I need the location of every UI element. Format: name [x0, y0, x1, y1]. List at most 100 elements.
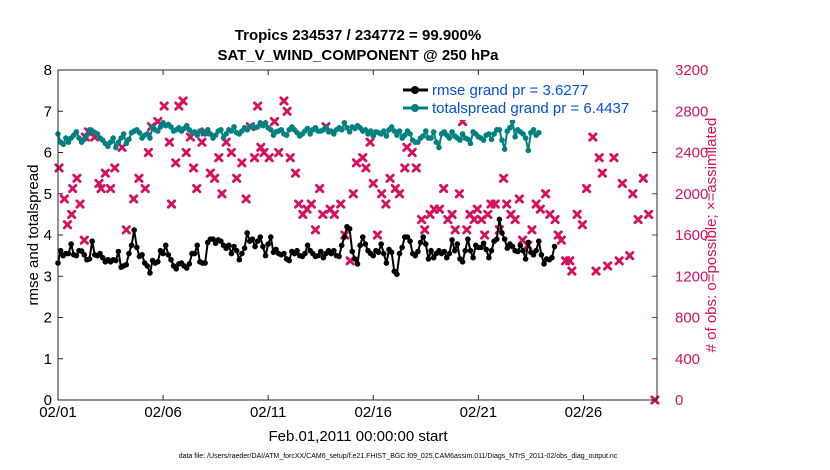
obs-assimilated-marker	[434, 204, 445, 214]
totalspread-point	[204, 127, 211, 133]
rmse-point	[165, 252, 172, 258]
obs-assimilated-marker	[556, 235, 566, 245]
obs-assimilated-marker	[68, 183, 78, 194]
y-left-label: rmse and totalspread	[25, 165, 42, 306]
rmse-point	[404, 234, 411, 240]
obs-assimilated-marker	[628, 189, 638, 199]
rmse-point	[362, 241, 369, 247]
obs-assimilated-marker	[249, 153, 260, 163]
obs-assimilated-marker	[143, 147, 153, 158]
rmse-point	[454, 241, 461, 247]
totalspread-point	[344, 124, 350, 131]
obs-assimilated-marker	[617, 178, 627, 189]
obs-assimilated-marker	[462, 225, 472, 235]
totalspread-point	[459, 131, 466, 137]
totalspread-point	[136, 129, 143, 136]
rmse-point	[467, 247, 474, 254]
y-right-tick-label: 1200	[675, 268, 708, 285]
totalspread-point	[147, 135, 153, 141]
y-left-tick-label: 7	[44, 103, 52, 120]
obs-assimilated-marker	[498, 173, 509, 183]
totalspread-point	[220, 135, 227, 141]
y-right-tick-label: 0	[675, 392, 683, 409]
rmse-point	[341, 234, 348, 240]
obs-assimilated-marker	[134, 173, 144, 183]
obs-assimilated-marker	[306, 199, 316, 209]
totalspread-point	[433, 139, 440, 145]
totalspread-point	[486, 131, 492, 137]
totalspread-point	[331, 131, 337, 137]
x-axis-ticks: 02/01 02/06 02/11 02/16 02/21 02/26	[39, 70, 602, 421]
rmse-point	[428, 247, 434, 254]
rmse-point	[446, 250, 453, 257]
totalspread-point	[268, 127, 274, 133]
y-left-tick-label: 3	[44, 268, 52, 285]
rmse-point	[231, 243, 237, 250]
rmse-point	[415, 248, 421, 255]
obs-assimilated-marker	[643, 209, 654, 219]
obs-assimilated-marker	[450, 225, 460, 235]
totalspread-point	[65, 139, 72, 145]
obs-assimilated-marker	[472, 204, 482, 214]
rmse-point	[465, 236, 471, 242]
totalspread-point	[467, 140, 474, 147]
rmse-point	[514, 248, 521, 255]
rmse-point	[417, 239, 424, 246]
rmse-point	[262, 252, 269, 259]
totalspread-point	[420, 133, 426, 139]
obs-assimilated-marker	[226, 147, 236, 158]
totalspread-point	[112, 144, 119, 151]
legend-rmse-marker	[411, 86, 419, 94]
rmse-point	[115, 248, 122, 255]
rmse-point	[375, 249, 382, 256]
rmse-point	[183, 265, 190, 271]
rmse-point	[210, 236, 216, 242]
rmse-point	[444, 254, 450, 261]
x-tick-label: 02/21	[460, 404, 498, 421]
obs-assimilated-marker	[294, 199, 304, 209]
rmse-point	[480, 240, 487, 247]
obs-assimilated-marker	[480, 230, 490, 240]
obs-assimilated-marker	[264, 153, 274, 163]
obs-assimilated-marker	[79, 235, 89, 245]
x-tick-label: 02/26	[565, 404, 603, 421]
totalspread-point	[522, 135, 529, 141]
totalspread-point	[449, 129, 455, 135]
y-left-tick-label: 8	[44, 62, 52, 79]
obs-assimilated-marker	[348, 189, 358, 199]
rmse-point	[425, 256, 432, 262]
obs-assimilated-marker	[315, 183, 325, 194]
rmse-point	[533, 247, 539, 254]
obs-assimilated-marker	[96, 183, 106, 194]
rmse-point	[396, 250, 403, 257]
rmse-point	[499, 230, 505, 236]
rmse-point	[423, 241, 429, 247]
totalspread-point	[415, 139, 421, 145]
y-right-tick-label: 800	[675, 310, 700, 327]
totalspread-point	[212, 132, 219, 138]
obs-assimilated-marker	[164, 137, 174, 147]
y-right-tick-label: 1600	[675, 227, 708, 244]
obs-assimilated-marker	[591, 266, 601, 276]
obs-assimilated-marker	[140, 183, 150, 194]
obs-assimilated-marker	[377, 189, 387, 199]
obs-assimilated-marker	[469, 214, 479, 225]
rmse-point	[320, 254, 327, 261]
totalspread-point	[81, 136, 88, 143]
obs-assimilated-marker	[67, 209, 77, 219]
obs-assimilated-marker	[609, 153, 619, 163]
obs-assimilated-marker	[411, 163, 421, 173]
totalspread-point	[436, 144, 442, 151]
totalspread-point	[115, 139, 122, 145]
obs-assimilated-marker	[279, 96, 289, 106]
rmse-point	[265, 241, 271, 247]
y-left-tick-label: 5	[44, 186, 52, 203]
totalspread-point	[120, 131, 127, 137]
obs-assimilated-marker	[192, 183, 202, 194]
rmse-point	[441, 248, 447, 255]
totalspread-point	[367, 128, 374, 134]
obs-assimilated-marker	[454, 189, 465, 199]
rmse-point	[244, 230, 250, 236]
legend: rmse grand pr = 3.6277 totalspread grand…	[400, 80, 648, 120]
